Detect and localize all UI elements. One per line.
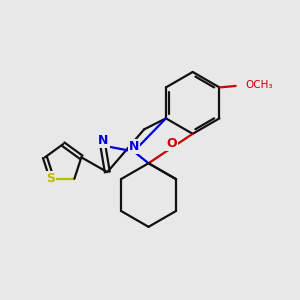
Text: N: N (129, 140, 139, 153)
Text: O: O (166, 137, 176, 150)
Text: S: S (46, 172, 55, 185)
Text: N: N (98, 134, 109, 147)
Text: OCH₃: OCH₃ (245, 80, 273, 90)
